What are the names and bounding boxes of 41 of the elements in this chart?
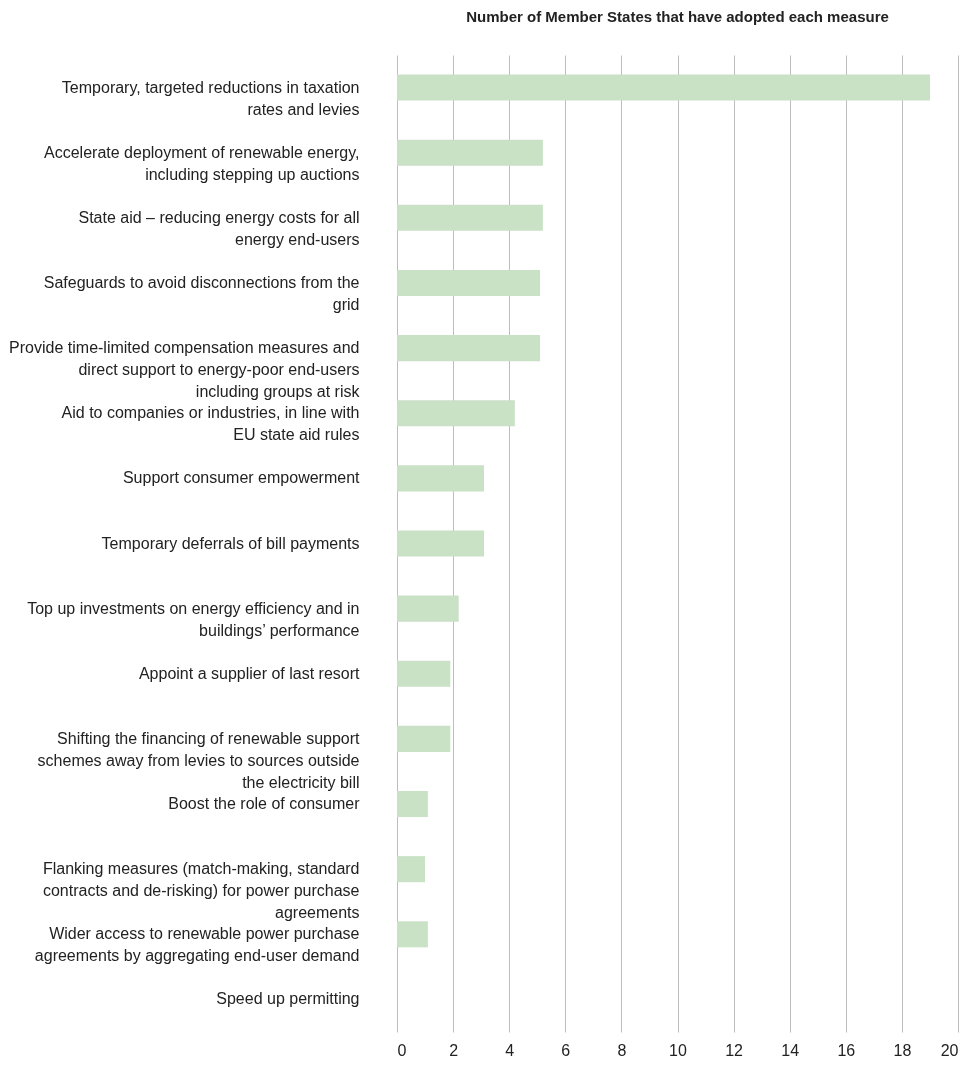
- bar: [397, 465, 484, 492]
- y-tick-label: State aid – reducing energy costs for all energy end-users: [78, 208, 360, 248]
- bar: [397, 595, 459, 622]
- x-tick-label: 8: [617, 1041, 627, 1059]
- bar: [397, 921, 428, 948]
- y-tick-label: Provide time-limited compensation measures and direct support to energy-poor end-users including groups at risk: [9, 339, 361, 401]
- x-tick-label: 16: [837, 1041, 856, 1059]
- y-tick-label: Temporary deferrals of bill payments: [101, 534, 360, 552]
- bar: [397, 74, 930, 101]
- bar: [397, 725, 451, 752]
- bar: [397, 204, 543, 231]
- y-tick-label: Top up investments on energy efficiency and in buildings’ performance: [27, 599, 360, 639]
- y-tick-label: Temporary, targeted reductions in taxation rates and levies: [61, 78, 360, 118]
- x-tick-label: 4: [505, 1041, 515, 1059]
- y-tick-label: Support consumer empowerment: [122, 469, 361, 487]
- y-tick-label: Wider access to renewable power purchase agreements by aggregating end-user demand: [34, 925, 360, 965]
- y-tick-label: Flanking measures (match-making, standard contracts and de-risking) for power purchase agreements: [42, 860, 360, 922]
- x-tick-label: 14: [781, 1041, 800, 1059]
- y-tick-label: Accelerate deployment of renewable energy, including stepping up auctions: [44, 143, 360, 183]
- bar: [397, 335, 541, 362]
- y-tick-label: Boost the role of consumer: [168, 795, 361, 813]
- x-tick-label: 12: [725, 1041, 744, 1059]
- bar: [397, 530, 484, 557]
- x-tick-label: 2: [449, 1041, 459, 1059]
- bar: [397, 139, 543, 166]
- y-tick-label: Safeguards to avoid disconnections from the grid: [43, 273, 360, 313]
- y-tick-label: Aid to companies or industries, in line with EU state aid rules: [61, 404, 360, 444]
- y-tick-label: Speed up permitting: [216, 990, 360, 1008]
- bar: [397, 856, 426, 883]
- x-tick-label: 20: [940, 1041, 959, 1059]
- x-tick-label: 6: [561, 1041, 571, 1059]
- bar: [397, 400, 515, 427]
- bar: [397, 269, 541, 296]
- x-tick-label: 0: [397, 1041, 407, 1059]
- x-tick-label: 10: [669, 1041, 687, 1059]
- x-tick-label: 18: [893, 1041, 912, 1059]
- y-tick-label: Appoint a supplier of last resort: [138, 664, 361, 682]
- y-tick-label: Shifting the financing of renewable support schemes away from levies to sources outside the electricity bill: [37, 729, 361, 791]
- chart-title: Number of Member States that have adopted each measure: [466, 8, 889, 25]
- bar: [397, 791, 428, 818]
- bar: [397, 660, 451, 687]
